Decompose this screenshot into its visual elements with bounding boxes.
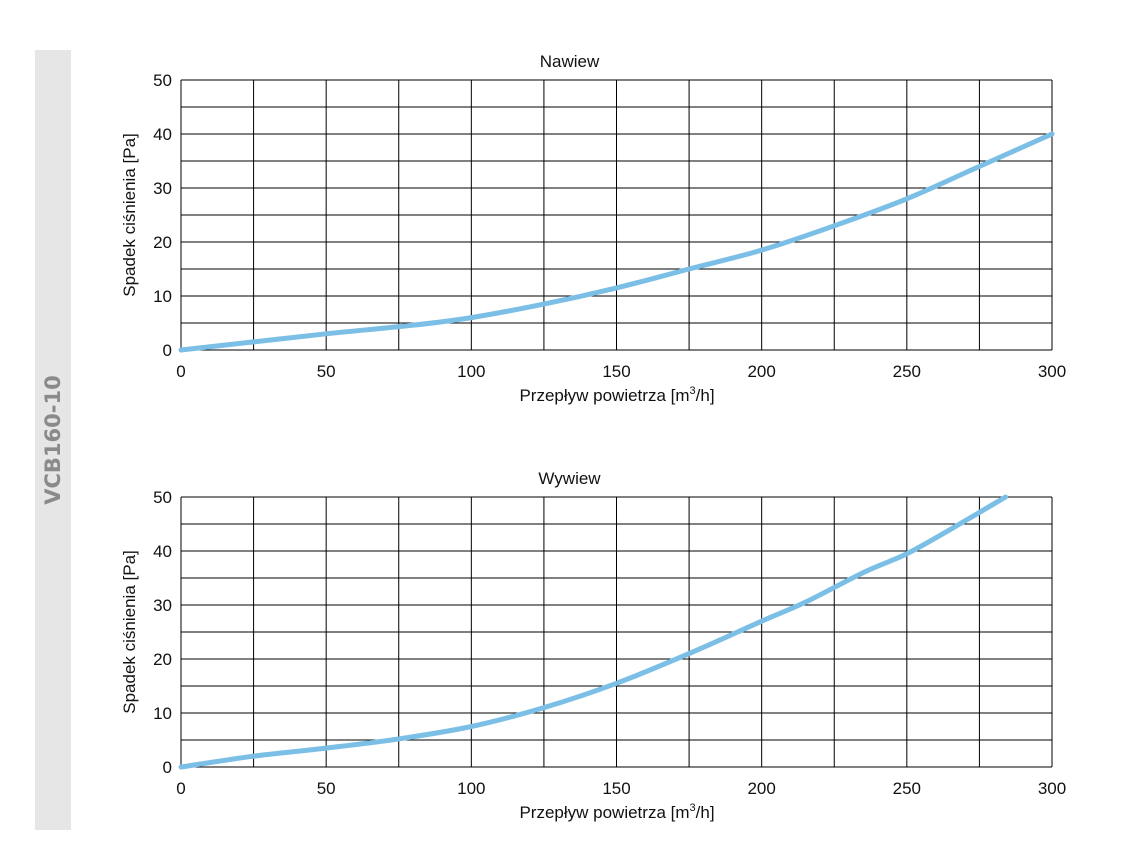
x-axis-label: Przepływ powietrza [m3/h] bbox=[519, 385, 714, 405]
x-tick-label: 200 bbox=[747, 779, 775, 798]
y-axis-label: Spadek ciśnienia [Pa] bbox=[120, 133, 139, 297]
y-tick-label: 30 bbox=[153, 596, 172, 615]
grid bbox=[180, 496, 1053, 768]
x-tick-label: 250 bbox=[893, 362, 921, 381]
chart-title: Wywiew bbox=[538, 469, 601, 488]
x-tick-label: 100 bbox=[457, 779, 485, 798]
x-tick-label: 250 bbox=[893, 779, 921, 798]
x-tick-label: 0 bbox=[176, 362, 185, 381]
y-tick-label: 10 bbox=[153, 704, 172, 723]
y-tick-label: 20 bbox=[153, 650, 172, 669]
grid bbox=[180, 79, 1053, 351]
x-tick-label: 50 bbox=[317, 362, 336, 381]
x-axis-label: Przepływ powietrza [m3/h] bbox=[519, 802, 714, 822]
x-tick-label: 50 bbox=[317, 779, 336, 798]
x-tick-label: 300 bbox=[1038, 362, 1066, 381]
x-tick-label: 100 bbox=[457, 362, 485, 381]
side-band bbox=[35, 50, 71, 830]
y-tick-label: 0 bbox=[163, 341, 172, 360]
x-tick-label: 0 bbox=[176, 779, 185, 798]
y-tick-label: 50 bbox=[153, 488, 172, 507]
x-tick-label: 150 bbox=[602, 362, 630, 381]
y-tick-label: 10 bbox=[153, 287, 172, 306]
chart-title: Nawiew bbox=[540, 52, 600, 71]
x-tick-label: 150 bbox=[602, 779, 630, 798]
y-tick-label: 30 bbox=[153, 179, 172, 198]
y-tick-label: 0 bbox=[163, 758, 172, 777]
y-axis-label: Spadek ciśnienia [Pa] bbox=[120, 550, 139, 714]
y-tick-label: 40 bbox=[153, 125, 172, 144]
x-tick-label: 200 bbox=[747, 362, 775, 381]
y-tick-label: 50 bbox=[153, 71, 172, 90]
y-tick-label: 40 bbox=[153, 542, 172, 561]
x-tick-label: 300 bbox=[1038, 779, 1066, 798]
y-tick-label: 20 bbox=[153, 233, 172, 252]
series-line bbox=[178, 494, 1009, 770]
